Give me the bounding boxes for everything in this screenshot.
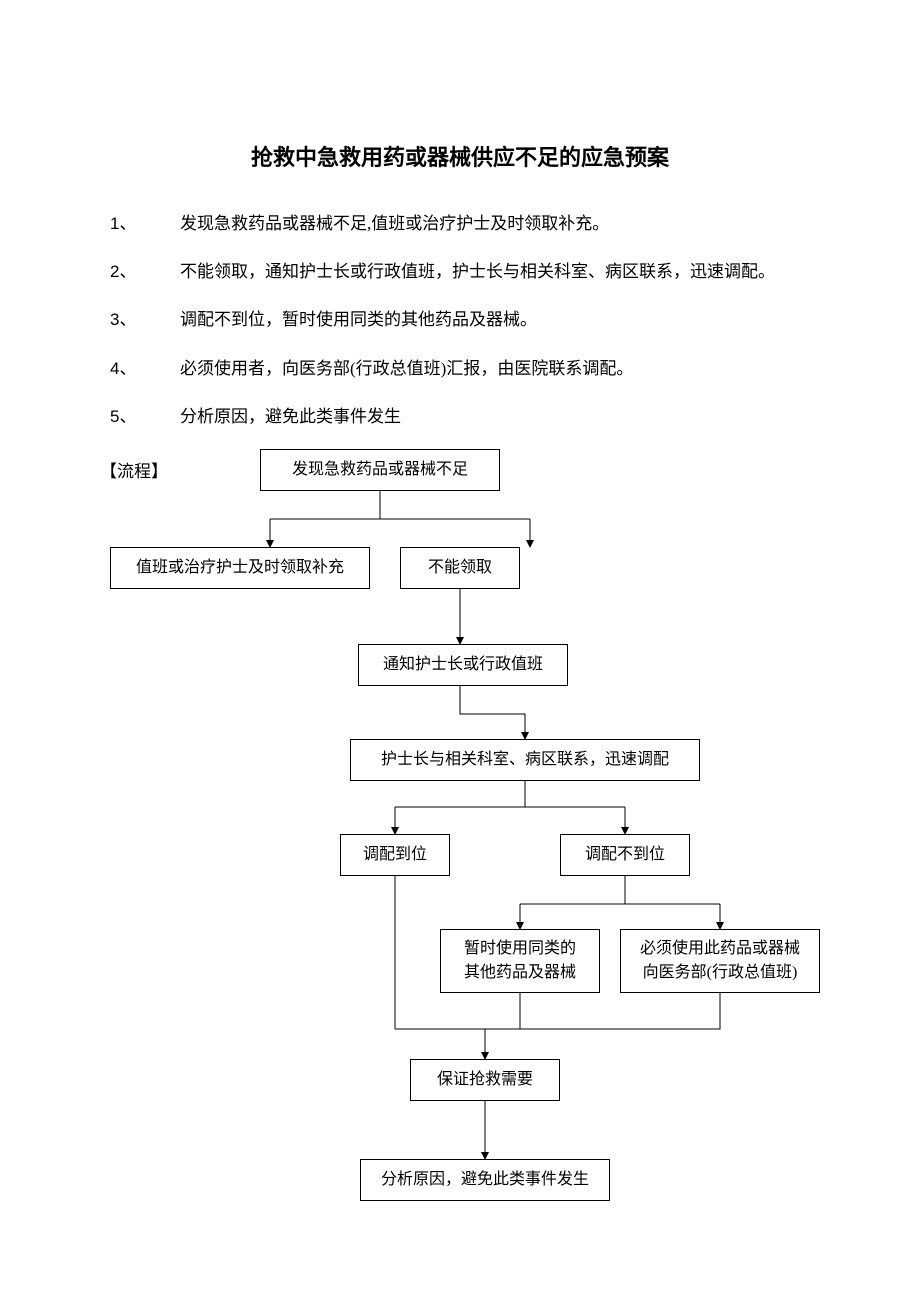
node-line: 其他药品及器械: [464, 961, 576, 985]
flowchart-node: 护士长与相关科室、病区联系，迅速调配: [350, 739, 700, 781]
node-line: 必须使用此药品或器械: [640, 937, 800, 961]
numbered-list: 1、发现急救药品或器械不足,值班或治疗护士及时领取补充。2、不能领取，通知护士长…: [110, 202, 810, 439]
page-title: 抢救中急救用药或器械供应不足的应急预案: [110, 140, 810, 172]
node-line: 向医务部(行政总值班): [643, 961, 798, 985]
flowchart-node: 不能领取: [400, 547, 520, 589]
list-item-text: 分析原因，避免此类事件发生: [180, 395, 810, 439]
flowchart-node: 必须使用此药品或器械向医务部(行政总值班): [620, 929, 820, 993]
flowchart-node: 通知护士长或行政值班: [358, 644, 568, 686]
list-item: 4、必须使用者，向医务部(行政总值班)汇报，由医院联系调配。: [110, 347, 810, 391]
list-item-number: 4、: [110, 347, 180, 391]
list-item: 2、不能领取，通知护士长或行政值班，护士长与相关科室、病区联系，迅速调配。: [110, 250, 810, 294]
list-item-number: 2、: [110, 250, 180, 294]
list-item-number: 3、: [110, 298, 180, 342]
list-item: 3、调配不到位，暂时使用同类的其他药品及器械。: [110, 298, 810, 342]
list-item: 5、分析原因，避免此类事件发生: [110, 395, 810, 439]
flowchart: 【流程】 发现急救药品或器械不足值班或治疗护士及时领取补充不能领取通知护士长或行…: [110, 449, 810, 1229]
node-line: 暂时使用同类的: [464, 937, 576, 961]
list-item-number: 5、: [110, 395, 180, 439]
list-item: 1、发现急救药品或器械不足,值班或治疗护士及时领取补充。: [110, 202, 810, 246]
flowchart-node: 分析原因，避免此类事件发生: [360, 1159, 610, 1201]
flowchart-node: 调配不到位: [560, 834, 690, 876]
flowchart-edge: [395, 993, 720, 1029]
flowchart-node: 值班或治疗护士及时领取补充: [110, 547, 370, 589]
flowchart-node: 暂时使用同类的其他药品及器械: [440, 929, 600, 993]
list-item-text: 不能领取，通知护士长或行政值班，护士长与相关科室、病区联系，迅速调配。: [180, 250, 810, 294]
list-item-number: 1、: [110, 202, 180, 246]
list-item-text: 发现急救药品或器械不足,值班或治疗护士及时领取补充。: [180, 202, 810, 246]
flowchart-node: 调配到位: [340, 834, 450, 876]
list-item-text: 调配不到位，暂时使用同类的其他药品及器械。: [180, 298, 810, 342]
flowchart-edge: [460, 686, 525, 739]
flowchart-node: 发现急救药品或器械不足: [260, 449, 500, 491]
list-item-text: 必须使用者，向医务部(行政总值班)汇报，由医院联系调配。: [180, 347, 810, 391]
flow-label: 【流程】: [100, 457, 168, 482]
flowchart-node: 保证抢救需要: [410, 1059, 560, 1101]
